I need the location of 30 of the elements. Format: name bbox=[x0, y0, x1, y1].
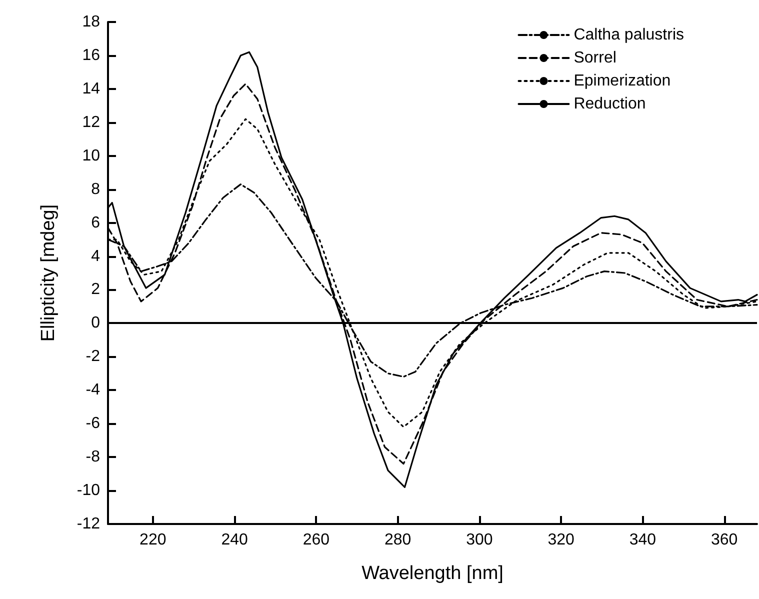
y-tick-label: -12 bbox=[76, 516, 100, 532]
y-tick-label: 10 bbox=[82, 147, 100, 164]
legend-label: Epimerization bbox=[574, 72, 671, 90]
x-tick-label: 280 bbox=[384, 532, 412, 548]
y-tick-label: 6 bbox=[91, 214, 100, 232]
y-tick-label: 12 bbox=[82, 114, 100, 131]
y-tick-label: -4 bbox=[86, 382, 100, 399]
y-axis-title: Ellipticity [mdeg] bbox=[38, 204, 59, 342]
y-tick-label: 16 bbox=[82, 46, 100, 64]
y-tick-label: 14 bbox=[82, 80, 100, 98]
y-tick-label: -10 bbox=[76, 482, 100, 500]
y-tick-label: 4 bbox=[91, 248, 100, 265]
legend-label: Reduction bbox=[574, 96, 646, 112]
x-tick-label: 360 bbox=[710, 532, 738, 548]
x-tick-label: 340 bbox=[629, 532, 656, 548]
x-tick-label: 320 bbox=[548, 532, 575, 548]
x-axis-title: Wavelength [nm] bbox=[362, 563, 504, 584]
legend-label: Caltha palustris bbox=[574, 26, 684, 44]
y-tick-label: 8 bbox=[91, 180, 100, 198]
y-tick-label: -8 bbox=[86, 448, 100, 466]
y-tick-label: -6 bbox=[86, 415, 100, 432]
x-tick-label: 260 bbox=[302, 532, 330, 548]
y-tick-label: 18 bbox=[82, 14, 100, 30]
x-tick-label: 300 bbox=[466, 532, 493, 548]
x-tick-label: 220 bbox=[140, 532, 166, 548]
y-tick-label: 2 bbox=[91, 281, 100, 298]
y-tick-label: -2 bbox=[86, 348, 100, 366]
y-tick-label: 0 bbox=[91, 314, 100, 332]
legend-label: Sorrel bbox=[574, 50, 616, 66]
x-tick-label: 240 bbox=[221, 532, 248, 548]
